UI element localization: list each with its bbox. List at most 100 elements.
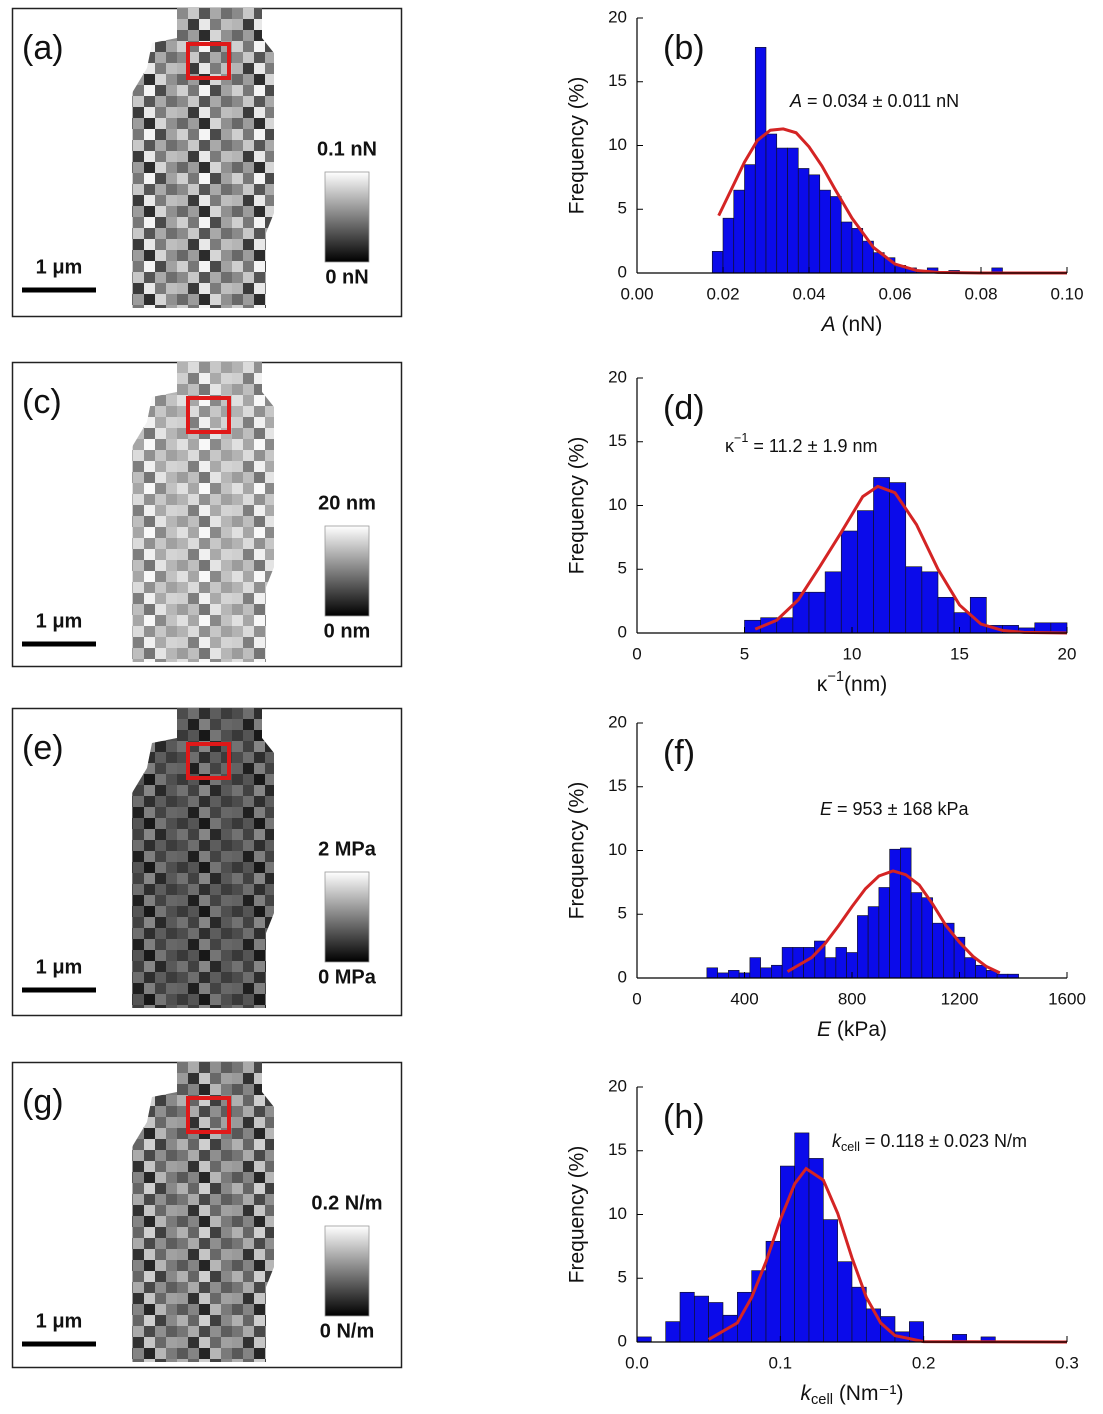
fit-annotation: A = 0.034 ± 0.011 nN [789,91,959,111]
region-marker [186,42,231,80]
histogram-bar [921,571,939,634]
histogram-bar [857,915,869,979]
colorbar-min-label: 0 N/m [320,1320,374,1342]
histogram-bar [771,964,783,979]
colorbar-max-label: 0.2 N/m [311,1192,382,1214]
x-tick-label: 0.0 [625,1353,649,1372]
y-tick-label: 20 [608,367,627,386]
colorbar [324,525,370,617]
y-tick-label: 20 [608,1076,627,1095]
fit-annotation-text: = 0.118 ± 0.023 N/m [860,1131,1027,1151]
histogram-bar [824,571,842,634]
colorbar-min-label: 0 nm [324,620,371,642]
y-tick-label: 5 [618,904,627,923]
x-axis-label-symbol: A [820,313,836,336]
y-tick-label: 0 [618,967,627,986]
cell-map-shade [132,708,274,1008]
x-tick-label: 0 [632,989,641,1008]
y-tick-label: 5 [618,1268,627,1287]
y-tick-label: 0 [618,262,627,281]
x-tick-label: 0.06 [878,284,911,303]
x-axis-label-symbol: κ [817,673,828,696]
y-tick-label: 15 [608,1140,627,1159]
x-axis-label: E (kPa) [817,1018,887,1041]
fit-curve [707,1166,1068,1344]
histogram-bar [808,591,826,634]
region-marker [186,1096,231,1134]
x-axis-label-symbol: E [817,1018,832,1041]
histogram-bar [694,1295,709,1343]
x-tick-label: 0.2 [912,1353,936,1372]
colorbar-max-label: 20 nm [318,492,376,514]
fit-annotation-symbol: k [832,1131,842,1151]
fit-annotation-text: = 0.034 ± 0.011 nN [802,91,959,111]
histogram-bar [878,887,890,979]
histogram-bar [932,922,944,979]
cell-map-shade [132,8,274,308]
panel-label: (c) [22,383,62,421]
fit-annotation: κ−1 = 11.2 ± 1.9 nm [725,431,877,455]
x-tick-label: 0.3 [1055,1353,1079,1372]
scale-bar-label: 1 μm [36,956,83,978]
x-tick-label: 0.08 [964,284,997,303]
histogram-bar [722,217,735,274]
scale-bar-label: 1 μm [36,1310,83,1332]
y-tick-label: 15 [608,431,627,450]
histogram-bar [921,897,933,979]
histogram-bar [706,967,718,979]
y-axis-label: Frequency (%) [566,437,589,575]
histogram-bar [711,251,724,274]
histogram-bar [781,947,794,979]
histogram-bar [749,957,761,979]
region-marker [186,742,231,780]
cell-map-shade [132,1062,274,1362]
histogram-bar [964,957,976,979]
histogram-bar [808,1158,824,1343]
panel-label: (g) [22,1083,64,1121]
y-tick-label: 10 [608,1204,627,1223]
x-tick-label: 0.1 [769,1353,793,1372]
fit-annotation-text: = 953 ± 168 kPa [832,799,969,819]
cell-map [132,708,274,1008]
fit-curve [754,484,1068,635]
x-tick-label: 0 [632,644,641,663]
x-axis-label-superscript: −1 [827,669,844,685]
map-panel: (c) 1 μm 20 nm 0 nm [11,361,403,668]
fit-annotation-text: = 11.2 ± 1.9 nm [748,436,877,456]
y-axis-label: Frequency (%) [566,77,589,215]
x-tick-label: 0.10 [1050,284,1083,303]
y-tick-label: 20 [608,712,627,731]
histogram-bar [787,147,799,274]
colorbar [324,1225,370,1317]
cell-map [132,362,274,662]
panel-label: (e) [22,729,64,767]
y-tick-label: 5 [618,199,627,218]
fit-annotation: E = 953 ± 168 kPa [820,799,969,819]
x-tick-label: 1200 [941,989,979,1008]
x-axis-label-text: (Nm⁻¹) [833,1382,904,1405]
histogram-bar [857,510,874,634]
x-axis-label: κ−1(nm) [817,669,887,696]
histogram-bar [808,174,821,274]
histogram-bar [794,1132,810,1343]
x-tick-label: 15 [950,644,969,663]
map-panel: (g) 1 μm 0.2 N/m 0 N/m [11,1061,403,1369]
panel-label: (d) [663,389,705,427]
x-tick-label: 20 [1058,644,1077,663]
panel-label: (f) [663,734,695,772]
fit-annotation: kcell = 0.118 ± 0.023 N/m [832,1131,1027,1155]
histogram-bar [900,847,912,979]
histogram-bar [835,947,847,979]
y-tick-label: 5 [618,559,627,578]
histogram-bar [953,612,971,634]
histogram-bar [830,196,842,274]
cell-map [132,1062,274,1362]
x-tick-label: 1600 [1048,989,1086,1008]
x-axis-label-text: (nm) [844,673,887,696]
histogram-bar [905,566,923,634]
colorbar-max-label: 2 MPa [318,838,377,860]
x-tick-label: 800 [838,989,866,1008]
scale-bar-label: 1 μm [36,256,83,278]
fit-annotation-subscript: cell [841,1140,860,1154]
